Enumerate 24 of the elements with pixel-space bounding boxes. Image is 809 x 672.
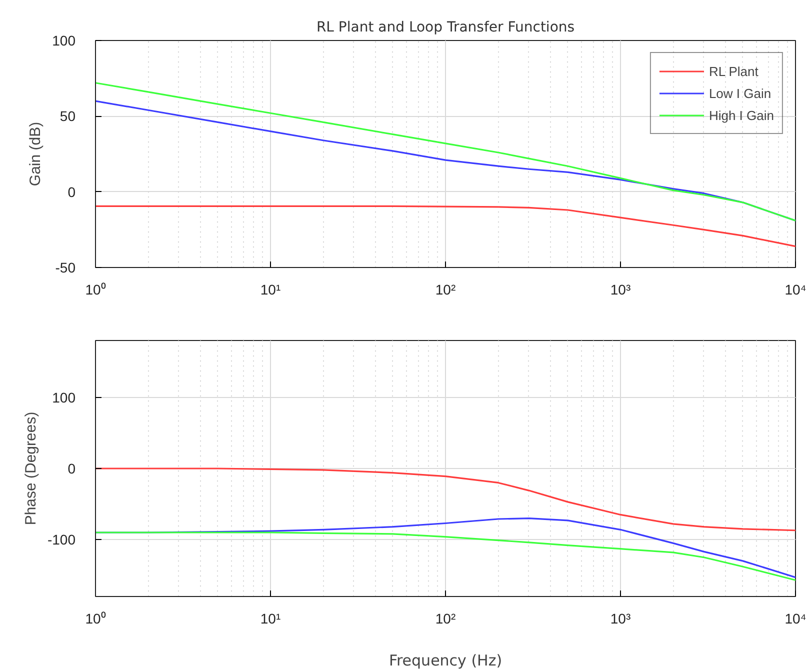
legend-label: Low I Gain [708, 86, 772, 100]
legend-label: RL Plant [708, 64, 758, 78]
x-tick-label: 10¹ [260, 282, 281, 298]
x-tick-label: 10⁰ [85, 610, 106, 626]
x-tick-label: 10¹ [260, 610, 281, 626]
x-tick-label: 10³ [610, 282, 631, 298]
x-tick-label: 10² [435, 610, 456, 626]
x-tick-label: 10⁰ [85, 282, 106, 298]
y-tick-label: 0 [68, 460, 76, 476]
y-tick-label: -50 [55, 260, 76, 276]
y-tick-label: 0 [68, 184, 76, 200]
y-tick-label: 50 [60, 108, 76, 124]
x-tick-label: 10³ [610, 610, 631, 626]
x-tick-label: 10⁴ [784, 282, 806, 298]
legend-label: High I Gain [708, 108, 774, 122]
y-tick-label: -100 [47, 532, 76, 548]
x-tick-label: 10² [435, 282, 456, 298]
x-axis-title: Frequency (Hz) [388, 652, 502, 670]
x-tick-label: 10⁴ [784, 610, 806, 626]
y-tick-label: 100 [52, 389, 76, 406]
y-axis-title: Phase (Degrees) [22, 412, 40, 526]
y-axis-title: Gain (dB) [27, 122, 44, 186]
y-tick-label: 100 [52, 32, 76, 48]
chart-title: RL Plant and Loop Transfer Functions [316, 20, 575, 36]
